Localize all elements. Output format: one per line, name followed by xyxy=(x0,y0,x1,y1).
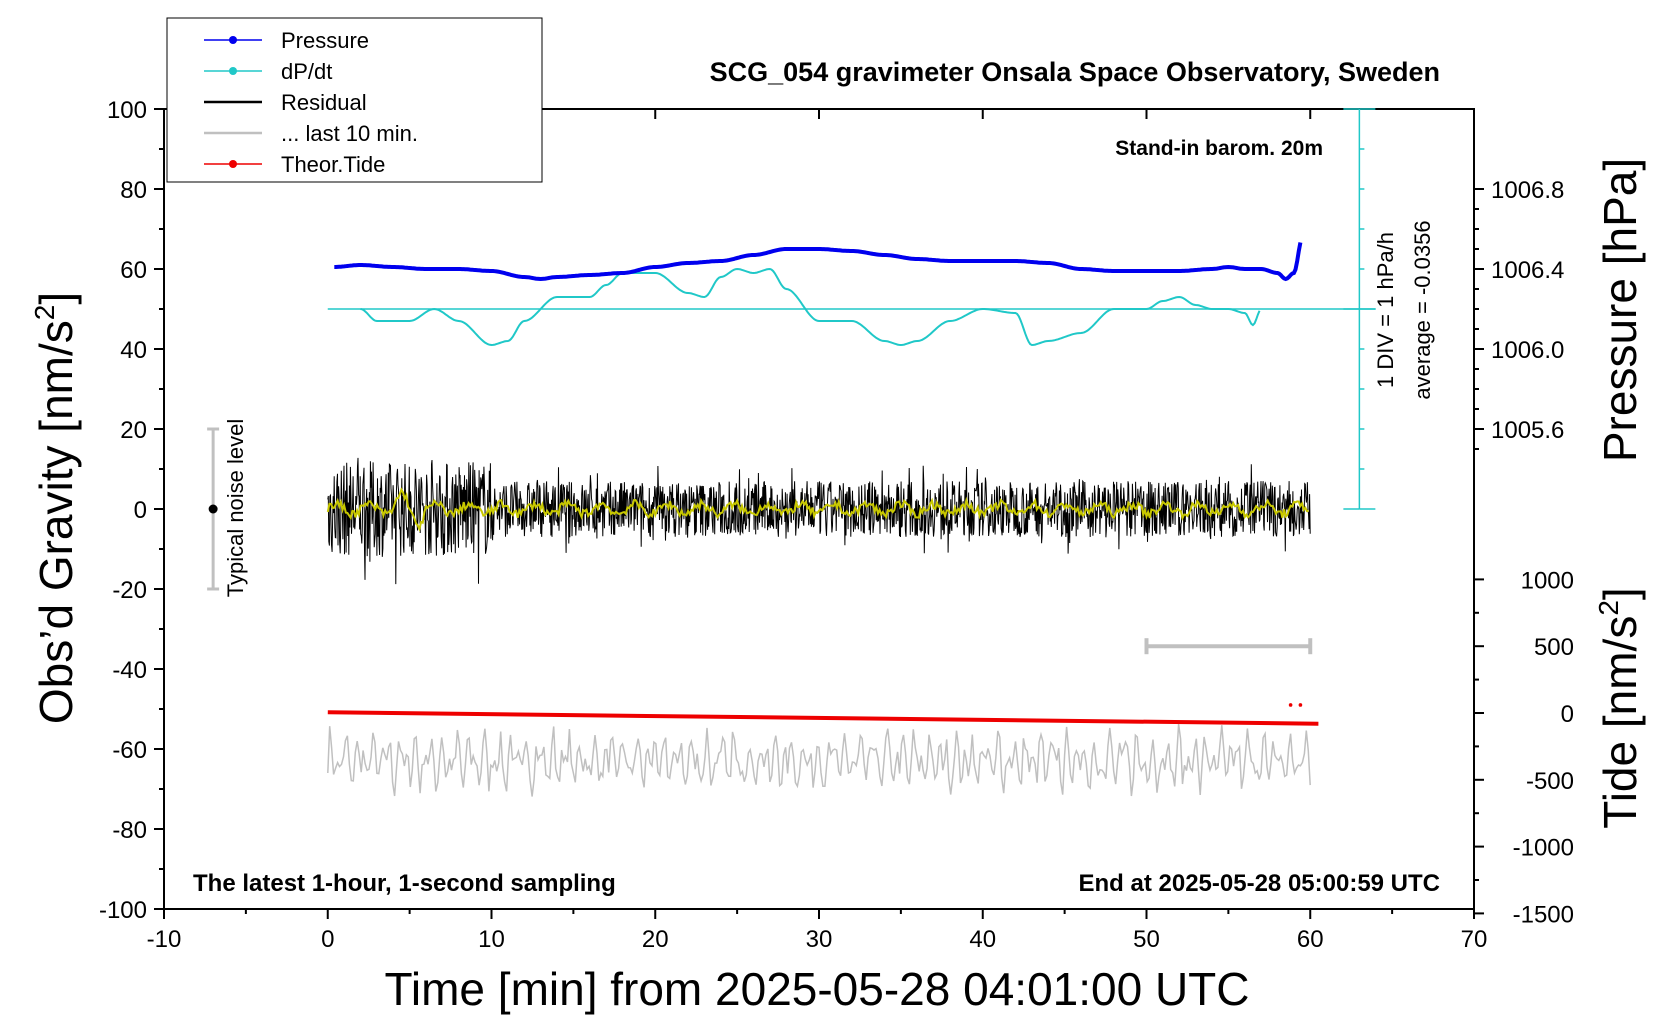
pressure-line xyxy=(334,242,1303,282)
pressure-axis-label: Pressure [hPa] xyxy=(1594,158,1646,462)
tide-axis-label-sup: 2 xyxy=(1593,600,1624,616)
legend-label: dP/dt xyxy=(281,59,332,84)
y-tick-label: -60 xyxy=(112,737,147,764)
x-tick-label: 70 xyxy=(1461,926,1488,953)
residual-line xyxy=(327,457,1311,585)
x-tick-label: 10 xyxy=(478,926,505,953)
tide-line xyxy=(327,710,1319,726)
axis-layer: -10 0 10 20 30 40 50 60 70100806040200-20-40-60-… xyxy=(99,97,1574,953)
y-tick-label: -20 xyxy=(112,577,147,604)
x-tick-label: 60 xyxy=(1297,926,1324,953)
tide-dot xyxy=(1298,703,1303,707)
residual-smoothed-line xyxy=(326,487,1309,533)
x-tick-label: 30 xyxy=(806,926,833,953)
legend-box xyxy=(166,17,543,183)
last10-line xyxy=(327,723,1311,797)
tide-tick-label: 500 xyxy=(1534,634,1574,661)
pressure-tick-label: 1006.8 xyxy=(1491,177,1564,204)
y-tick-label: 80 xyxy=(120,177,147,204)
legend: Pressure dP/dt Residual ... last 10 min. The… xyxy=(166,17,543,183)
chart-title: SCG_054 gravimeter Onsala Space Observat… xyxy=(710,57,1440,87)
y-tick-label: -100 xyxy=(99,897,147,924)
annotation-layer xyxy=(207,427,1313,655)
x-tick-label: 0 xyxy=(321,926,334,953)
x-tick-label: 40 xyxy=(969,926,996,953)
tide-tick-label: -1500 xyxy=(1513,901,1574,928)
noise-level-note: Typical noise level xyxy=(223,419,248,598)
dpdt-line xyxy=(360,267,1261,347)
tide-axis-label: Tide [nm/s2] xyxy=(1593,587,1646,828)
y-tick-label: 40 xyxy=(120,337,147,364)
tide-tick-label: 0 xyxy=(1561,701,1574,728)
y-tick-label: 20 xyxy=(120,417,147,444)
y-tick-label: 60 xyxy=(120,257,147,284)
scale-div-note: 1 DIV = 1 hPa/h xyxy=(1373,232,1398,388)
legend-label: Pressure xyxy=(281,28,369,53)
tide-dot xyxy=(1288,703,1293,707)
y-axis-label-sup: 2 xyxy=(29,305,60,321)
sampling-note: The latest 1-hour, 1-second sampling xyxy=(193,870,616,897)
series-layer xyxy=(326,108,1376,797)
tide-tick-label: -500 xyxy=(1526,768,1574,795)
barometer-note: Stand-in barom. 20m xyxy=(1115,137,1323,160)
y-tick-label: 100 xyxy=(107,97,147,124)
average-note: average = -0.0356 xyxy=(1410,220,1435,399)
end-time-note: End at 2025-05-28 05:00:59 UTC xyxy=(1079,870,1441,897)
pressure-tick-label: 1006.0 xyxy=(1491,337,1564,364)
x-tick-label: 50 xyxy=(1133,926,1160,953)
legend-label: ... last 10 min. xyxy=(281,121,418,146)
legend-label: Theor.Tide xyxy=(281,152,385,177)
y-axis-label: Obs’d Gravity [nm/s2] xyxy=(29,292,82,724)
legend-swatch-marker xyxy=(229,160,237,168)
legend-swatch-marker xyxy=(229,67,237,75)
y-tick-label: 0 xyxy=(134,497,147,524)
tide-tick-label: 1000 xyxy=(1521,567,1574,594)
y-tick-label: -80 xyxy=(112,817,147,844)
y-tick-label: -40 xyxy=(112,657,147,684)
noise-center-dot xyxy=(208,504,218,514)
x-tick-label: 20 xyxy=(642,926,669,953)
tide-tick-label: -1000 xyxy=(1513,835,1574,862)
pressure-tick-label: 1005.6 xyxy=(1491,417,1564,444)
x-tick-label: -10 xyxy=(147,926,182,953)
pressure-tick-label: 1006.4 xyxy=(1491,257,1564,284)
legend-label: Residual xyxy=(281,90,367,115)
legend-swatch-marker xyxy=(229,36,237,44)
x-axis-label: Time [min] from 2025-05-28 04:01:00 UTC xyxy=(385,963,1250,1015)
